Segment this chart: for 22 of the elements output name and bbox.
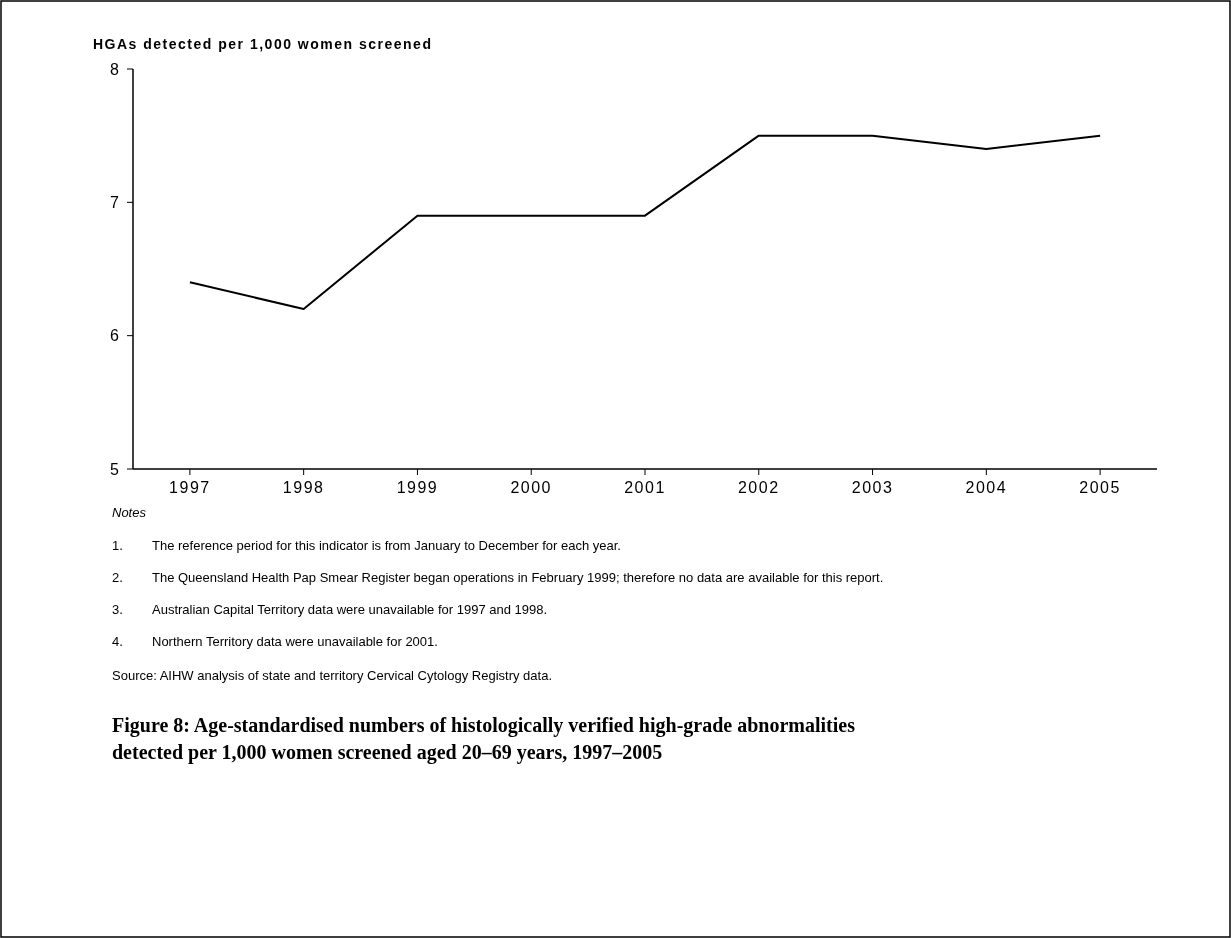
x-tick-label: 1998 [282,479,325,496]
text: 2. The Queensland Health Pap Smear Register began operations in February 1999; therefore no data are available for this report. [112,570,884,585]
line-series [188,134,1102,310]
x-tick-label: 2002 [737,479,780,496]
text: Notes [112,505,147,520]
y-tick-label: 5 [110,460,120,478]
y-tick-label: 7 [110,193,120,211]
x-tick-label: 2005 [1079,479,1121,496]
x-tick-label: 2003 [851,479,894,496]
source-note: Source: AIHW analysis of state and territory Cervical Cytology Registry data. [112,668,553,683]
x-tick-label: 1999 [396,479,439,496]
text: 1. The reference period for this indicator is from January to December for each year. [112,538,621,553]
text: 3. Australian Capital Territory data were unavailable for 1997 and 1998. [112,602,548,617]
y-axis-title: HGAs detected per 1,000 women screened [93,36,433,52]
text: 4. Northern Territory data were unavailable for 2001. [112,634,438,649]
x-tick-label: 2004 [965,479,1008,496]
text: Figure 8: Age-standardised numbers of histologically verified high-grade abnormalities detected per 1,000 women screened aged 20–69 years, 1997–2005 [112,714,856,764]
x-tick-label: 1997 [169,479,211,496]
y-tick-label: 6 [110,327,120,345]
x-tick-label: 2000 [510,479,553,496]
y-tick-label: 8 [110,60,120,78]
x-tick-label: 2001 [624,479,666,496]
